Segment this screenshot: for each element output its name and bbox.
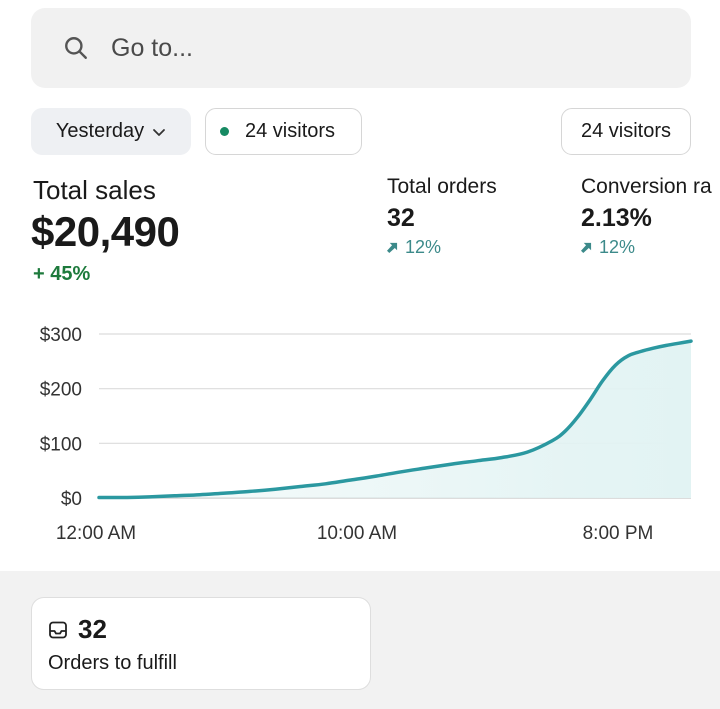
- conversion-rate-metric[interactable]: Conversion ra 2.13% 12%: [581, 175, 712, 258]
- arrow-up-right-icon: [581, 242, 592, 253]
- total-sales-value: $20,490: [31, 208, 180, 255]
- total-sales-label: Total sales: [33, 175, 156, 205]
- y-tick-label: $0: [61, 489, 82, 510]
- total-orders-metric[interactable]: Total orders 32 12%: [387, 175, 497, 258]
- chevron-down-icon: [153, 128, 166, 136]
- sales-area-fill: [99, 341, 691, 498]
- conversion-rate-label: Conversion ra: [581, 175, 712, 198]
- total-orders-change-value: 12%: [405, 237, 442, 257]
- sales-series-line: [97, 339, 693, 500]
- conversion-rate-change: 12%: [581, 237, 712, 258]
- conversion-rate-value: 2.13%: [581, 204, 652, 232]
- total-orders-value: 32: [387, 204, 415, 232]
- total-sales-change: + 45%: [33, 263, 91, 285]
- orders-to-fulfill-card[interactable]: 32 Orders to fulfill: [31, 597, 371, 690]
- visitors-button[interactable]: 24 visitors: [561, 108, 691, 155]
- sales-chart: $0 $100 $200 $300 12:00 AM 10:00 AM 8:00 PM: [40, 325, 693, 544]
- date-range-label: Yesterday: [55, 120, 145, 142]
- date-range-dropdown[interactable]: Yesterday: [31, 108, 191, 155]
- search-bar[interactable]: Go to...: [31, 8, 691, 88]
- inbox-icon: [49, 621, 67, 638]
- bottom-panel: 32 Orders to fulfill: [0, 571, 720, 709]
- y-tick-label: $100: [40, 434, 82, 455]
- live-visitors-label: 24 visitors: [245, 120, 336, 142]
- x-tick-label: 12:00 AM: [56, 523, 136, 544]
- live-dot-icon: [220, 127, 229, 136]
- total-orders-change: 12%: [387, 237, 497, 258]
- orders-to-fulfill-count: 32: [78, 614, 107, 644]
- conversion-rate-change-value: 12%: [599, 237, 636, 257]
- search-icon: [65, 37, 87, 59]
- total-orders-label: Total orders: [387, 175, 497, 198]
- x-tick-label: 8:00 PM: [583, 523, 654, 544]
- x-tick-label: 10:00 AM: [317, 523, 397, 544]
- arrow-up-right-icon: [387, 242, 398, 253]
- search-input[interactable]: Go to...: [111, 33, 193, 62]
- y-tick-label: $300: [40, 325, 82, 346]
- visitors-label: 24 visitors: [580, 120, 672, 142]
- y-tick-label: $200: [40, 380, 82, 401]
- live-visitors-button[interactable]: 24 visitors: [205, 108, 362, 155]
- orders-to-fulfill-label: Orders to fulfill: [48, 652, 177, 674]
